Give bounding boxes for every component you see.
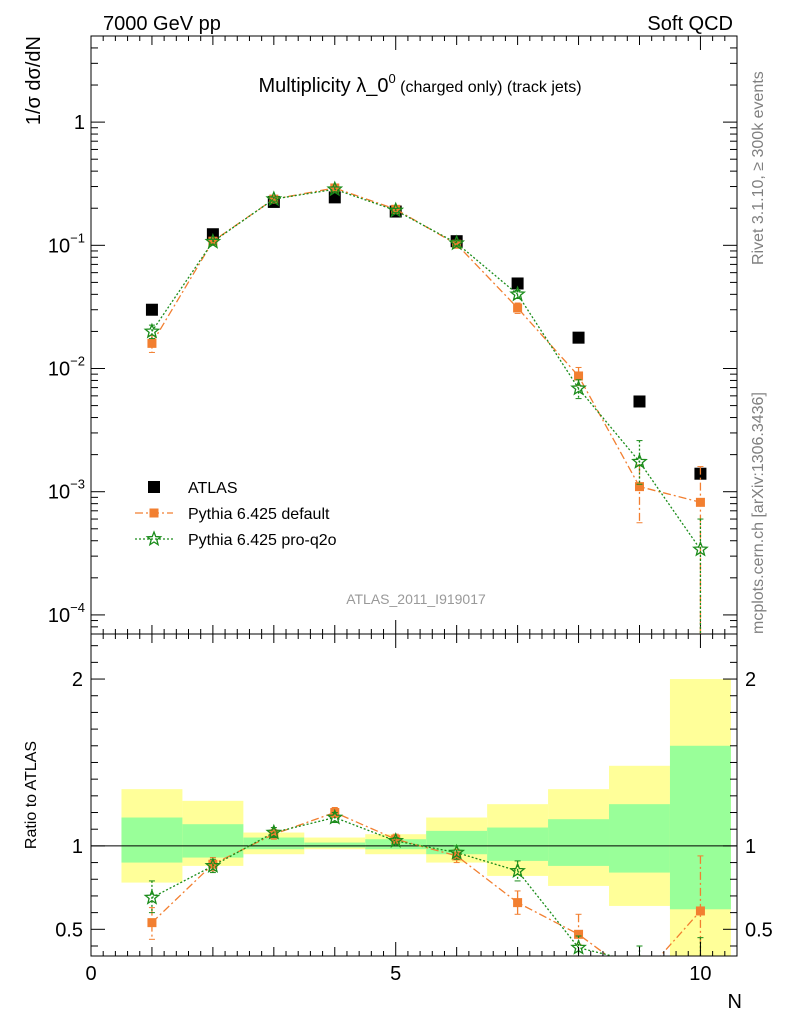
y-tick-label: 10−3 <box>48 477 85 504</box>
data-point <box>631 452 648 469</box>
data-point <box>695 497 705 507</box>
uncertainty-band-green <box>304 842 366 848</box>
ratio-data-point <box>269 829 279 839</box>
y-tick-exp: −2 <box>70 354 85 369</box>
ratio-data-point <box>147 918 157 928</box>
ratio-clipped <box>91 679 737 984</box>
legend-label: Pythia 6.425 default <box>188 506 330 523</box>
y-tick-base: 10 <box>48 359 70 381</box>
y-tick-base: 10 <box>48 235 70 257</box>
y-tick-label: 10−2 <box>48 354 85 381</box>
data-point <box>265 190 283 207</box>
ratio-data-point <box>265 823 283 840</box>
ratio-y-tick-label-right: 0.5 <box>745 919 773 941</box>
uncertainty-band-green <box>487 827 549 861</box>
url-label: mcplots.cern.ch [arXiv:1306.3436] <box>750 392 767 634</box>
ratio-data-point <box>695 906 705 916</box>
uncertainty-band-green <box>426 830 488 855</box>
uncertainty-band-green <box>548 819 610 866</box>
data-point <box>692 540 709 557</box>
y-tick-exp: −4 <box>70 600 85 615</box>
y-tick-label: 10−4 <box>48 600 85 627</box>
legend-marker <box>148 481 160 493</box>
ratio-data-point <box>387 832 405 849</box>
ratio-data-point <box>326 808 344 825</box>
ratio-data-point <box>143 888 161 905</box>
top-ylabel: 1/σ dσ/dN <box>23 36 45 125</box>
x-tick-label: 10 <box>689 963 711 985</box>
x-tick-label: 0 <box>85 963 96 985</box>
ratio-data-point <box>635 975 644 984</box>
y-tick-exp: −1 <box>70 230 85 245</box>
ratio-frame <box>90 633 738 957</box>
xlabel: N <box>728 991 742 1013</box>
uncertainty-band-green <box>121 817 183 863</box>
ratio-series-line <box>151 811 701 956</box>
ratio-ylabel: Ratio to ATLAS <box>23 741 40 849</box>
title-main: Multiplicity λ_0 <box>258 75 388 97</box>
series-line <box>151 187 701 503</box>
data-point <box>387 201 405 218</box>
data-point <box>633 395 646 408</box>
legend: ATLAS Pythia 6.425 default Pythia 6.425 pr… <box>135 480 337 549</box>
y-tick-exp: −3 <box>70 477 85 492</box>
data-point <box>509 285 526 302</box>
y-tick-label: 10−1 <box>48 230 85 257</box>
data-point <box>634 482 644 492</box>
legend-marker <box>145 530 163 547</box>
y-tick-base: 10 <box>48 482 70 504</box>
data-point <box>448 234 466 251</box>
analysis-watermark: ATLAS_2011_I919017 <box>346 591 486 607</box>
rivet-label: Rivet 3.1.10, ≥ 300k events <box>750 71 767 265</box>
data-point <box>147 338 157 348</box>
ratio-y-tick-label: 2 <box>72 669 83 691</box>
data-point <box>204 232 222 249</box>
ratio-data-point <box>638 953 641 956</box>
title-suffix: (charged only) (track jets) <box>396 79 582 96</box>
title-sup: 0 <box>388 71 395 86</box>
ratio-data-point <box>574 929 584 939</box>
ratio-data-point <box>509 862 526 879</box>
series-line <box>151 188 701 550</box>
y-tick-base: 1 <box>74 112 85 134</box>
data-point <box>145 303 158 316</box>
data-point <box>570 379 587 396</box>
ratio-data-point <box>448 843 466 860</box>
data-point <box>572 331 585 344</box>
ratio-series-line <box>151 816 615 956</box>
data-point <box>326 180 344 197</box>
data-point <box>452 239 462 249</box>
ratio-data-point <box>513 898 523 908</box>
process-label: Soft QCD <box>647 13 733 35</box>
energy-label: 7000 GeV pp <box>103 13 221 35</box>
ratio-panel: 0.5 0.5 1 1 2 2 0 5 10 <box>55 633 773 985</box>
ratio-y-tick-label: 1 <box>72 836 83 858</box>
uncertainty-band-green <box>182 824 244 858</box>
ratio-data-point <box>204 857 222 874</box>
data-point <box>574 371 584 381</box>
uncertainty-band-green <box>669 745 731 910</box>
legend-label: Pythia 6.425 pro-q2o <box>188 532 337 549</box>
top-panel-title: Multiplicity λ_00 (charged only) (track … <box>258 71 581 97</box>
ratio-y-tick-label-right: 1 <box>745 836 756 858</box>
top-panel: 110−110−210−310−4 <box>48 35 738 635</box>
legend-marker <box>149 508 159 518</box>
ratio-y-tick-label-right: 2 <box>745 669 756 691</box>
data-point <box>513 303 523 313</box>
uncertainty-band-green <box>609 804 670 873</box>
uncertainty-band-green <box>243 837 305 850</box>
data-point <box>143 322 161 339</box>
y-tick-base: 10 <box>48 605 70 627</box>
y-tick-label: 1 <box>74 112 85 134</box>
legend-label: ATLAS <box>188 480 238 497</box>
data-point <box>511 277 524 290</box>
x-tick-label: 5 <box>390 963 401 985</box>
ratio-y-tick-label: 0.5 <box>55 919 83 941</box>
